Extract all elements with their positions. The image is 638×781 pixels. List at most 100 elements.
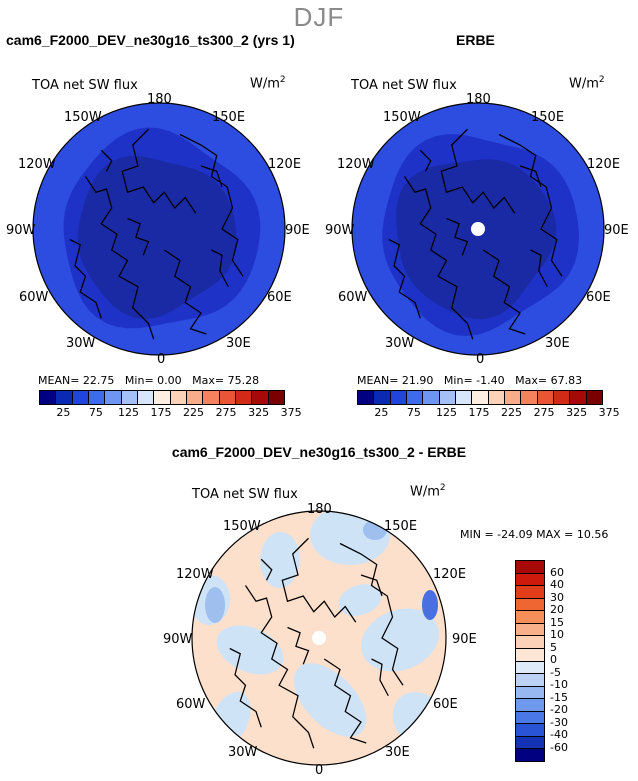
diff-lon-label-120e: 120E: [433, 567, 467, 582]
obs-lon-label-30w: 30W: [385, 336, 415, 351]
colorbar-swatch: [105, 391, 122, 404]
model-coastlines: [69, 128, 244, 340]
diff-lon-label-30w: 30W: [228, 745, 258, 760]
colorbar-swatch: [516, 636, 544, 649]
colorbar-tick-label: 25: [56, 406, 71, 419]
lon-label-150w: 150W: [64, 110, 102, 125]
colorbar-tick-label: 375: [598, 406, 620, 419]
season-title: DJF: [293, 2, 345, 32]
model-panel-title: cam6_F2000_DEV_ne30g16_ts300_2 (yrs 1): [6, 32, 295, 48]
colorbar-swatch: [553, 391, 571, 404]
obs-missing-pole: [471, 222, 485, 236]
colorbar-swatch: [521, 391, 538, 404]
colorbar-tick-label: -5: [550, 665, 561, 679]
model-colorbar-ticks: 25 75 125 175 225 275 325 375: [39, 406, 301, 420]
lon-label-60w: 60W: [19, 290, 49, 305]
diff-lon-label-90w: 90W: [163, 632, 193, 647]
colorbar-tick-label: 225: [183, 406, 205, 419]
lon-label-90e: 90E: [285, 223, 310, 238]
colorbar-tick-label: -10: [550, 678, 568, 691]
diff-lon-label-30e: 30E: [385, 745, 410, 760]
diff-lon-label-150w: 150W: [223, 519, 261, 534]
lon-label-30e: 30E: [226, 336, 251, 351]
colorbar-tick-label: 30: [550, 590, 564, 604]
colorbar-swatch: [516, 711, 544, 725]
colorbar-swatch: [516, 749, 544, 761]
obs-lon-label-150e: 150E: [531, 110, 565, 125]
obs-lon-label-180: 180: [466, 92, 491, 107]
obs-map-fill: [351, 102, 605, 356]
colorbar-swatch: [472, 391, 489, 404]
colorbar-swatch: [186, 391, 204, 404]
obs-lon-label-150w: 150W: [383, 110, 421, 125]
obs-lon-label-0: 0: [476, 352, 485, 367]
colorbar-tick-label: 175: [468, 406, 490, 419]
diff-lon-label-60w: 60W: [176, 697, 206, 712]
lon-label-30w: 30W: [66, 336, 96, 351]
colorbar-swatch: [516, 674, 544, 687]
diff-lon-label-180: 180: [307, 502, 332, 517]
colorbar-swatch: [423, 391, 440, 404]
colorbar-swatch: [219, 391, 236, 404]
colorbar-tick-label: -60: [550, 740, 568, 754]
colorbar-tick-label: -20: [550, 703, 568, 716]
colorbar-tick-label: 75: [88, 406, 103, 419]
colorbar-swatch: [537, 391, 554, 404]
colorbar-swatch: [235, 391, 253, 404]
obs-stats: MEAN= 21.90 Min= -1.40 Max= 67.83: [357, 374, 583, 387]
obs-lon-label-60w: 60W: [338, 290, 368, 305]
colorbar-swatch: [516, 648, 544, 662]
colorbar-swatch: [374, 391, 391, 404]
colorbar-tick-label: 20: [550, 603, 564, 616]
colorbar-swatch: [390, 391, 407, 404]
lon-label-120e: 120E: [268, 157, 302, 172]
diff-colorbar: [515, 560, 545, 762]
diff-units-label: W/m2: [410, 483, 446, 500]
colorbar-tick-label: 60: [550, 565, 564, 579]
obs-colorbar-ticks: 25 75 125 175 225 275 325 375: [357, 406, 619, 420]
colorbar-swatch: [586, 391, 602, 404]
colorbar-swatch: [516, 736, 544, 750]
colorbar-swatch: [516, 611, 544, 624]
colorbar-swatch: [516, 586, 544, 599]
obs-colorbar: [357, 390, 603, 405]
obs-lon-label-30e: 30E: [545, 336, 570, 351]
colorbar-tick-label: 0: [550, 653, 557, 666]
colorbar-swatch: [504, 391, 522, 404]
lon-label-0: 0: [157, 352, 166, 367]
obs-variable-label: TOA net SW flux: [351, 78, 457, 93]
colorbar-swatch: [72, 391, 89, 404]
obs-lon-label-60e: 60E: [586, 290, 611, 305]
obs-lon-label-120w: 120W: [337, 157, 375, 172]
colorbar-tick-label: 15: [550, 615, 564, 629]
colorbar-swatch: [488, 391, 505, 404]
colorbar-tick-label: 325: [566, 406, 588, 419]
colorbar-swatch: [137, 391, 155, 404]
obs-lon-label-90w: 90W: [325, 223, 355, 238]
colorbar-tick-label: 125: [117, 406, 139, 419]
model-variable-label: TOA net SW flux: [32, 78, 138, 93]
obs-panel-title: ERBE: [456, 32, 495, 48]
lon-label-180: 180: [147, 92, 172, 107]
colorbar-tick-label: -40: [550, 728, 568, 741]
colorbar-swatch: [516, 699, 544, 712]
obs-coastlines: [388, 128, 563, 340]
diff-missing-pole: [312, 631, 326, 645]
colorbar-tick-label: 125: [435, 406, 457, 419]
colorbar-swatch: [203, 391, 220, 404]
colorbar-tick-label: 275: [533, 406, 555, 419]
colorbar-tick-label: 225: [501, 406, 523, 419]
model-colorbar: [39, 390, 285, 405]
diff-polar-map: [191, 510, 447, 766]
colorbar-swatch: [516, 598, 544, 612]
colorbar-swatch: [455, 391, 473, 404]
lon-label-150e: 150E: [212, 110, 246, 125]
colorbar-tick-label: 175: [150, 406, 172, 419]
diff-colorbar-ticks: 60 40 30 20 15 10 5 0 -5 -10 -15 -20 -30 -40 -60: [550, 560, 590, 760]
colorbar-swatch: [516, 573, 544, 587]
colorbar-tick-label: -15: [550, 690, 568, 704]
colorbar-swatch: [516, 686, 544, 700]
diff-variable-label: TOA net SW flux: [192, 487, 298, 502]
model-units-label: W/m2: [250, 75, 286, 92]
